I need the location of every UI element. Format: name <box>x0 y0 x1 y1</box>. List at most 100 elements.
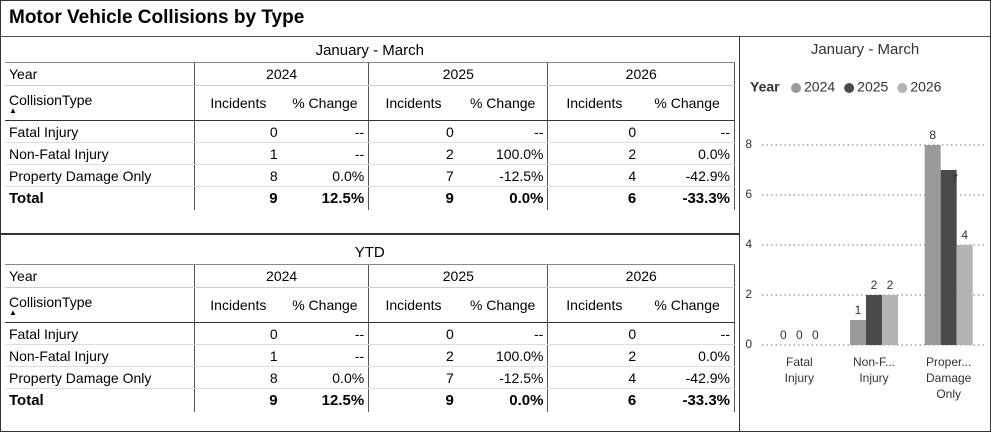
data-row: Non-Fatal Injury 1 -- 2 100.0% 2 0.0% <box>5 344 736 367</box>
total-cell: 0.0% <box>457 388 549 412</box>
type-header: CollisionType ▲ <box>5 287 196 323</box>
type-header-text: CollisionType <box>9 92 93 108</box>
year-label: 2025 <box>368 264 549 288</box>
bar <box>866 295 882 345</box>
measure-header: % Change <box>640 287 736 323</box>
chart-panel: January - March Year 2024 2025 2026 0 2 4 6 8 Fata… <box>739 36 990 431</box>
data-table: YTD Year 2024 2025 2026 CollisionType ▲ Inciden… <box>5 240 736 412</box>
cell: 7 <box>368 366 458 389</box>
bar <box>940 170 957 345</box>
total-label: Total <box>5 388 196 412</box>
cell: -- <box>281 142 370 165</box>
cell: 7 <box>368 164 458 187</box>
year-label: 2024 <box>194 264 370 288</box>
cell: 0.0% <box>640 344 736 367</box>
total-cell: -33.3% <box>640 388 736 412</box>
total-cell: 12.5% <box>281 186 370 210</box>
row-label: Non-Fatal Injury <box>5 344 196 367</box>
total-cell: 9 <box>194 388 282 412</box>
cell: 0.0% <box>281 366 370 389</box>
year-label: 2026 <box>547 62 735 86</box>
year-label: 2026 <box>547 264 735 288</box>
total-label: Total <box>5 186 196 210</box>
total-cell: -33.3% <box>640 186 736 210</box>
legend-title: Year <box>750 79 780 95</box>
y-tick-label: 2 <box>745 287 752 301</box>
data-label: 0 <box>780 328 787 342</box>
cell: 0 <box>547 120 641 143</box>
table-caption: January - March <box>5 38 735 63</box>
x-tick-label: Fatal Injury <box>785 355 814 385</box>
measure-header: Incidents <box>368 85 458 121</box>
measure-header: Incidents <box>194 85 282 121</box>
measure-header: % Change <box>457 85 549 121</box>
measure-header: % Change <box>640 85 736 121</box>
cell: 0 <box>547 322 641 345</box>
cell: 2 <box>368 344 458 367</box>
table-caption: YTD <box>5 240 735 265</box>
cell: 2 <box>547 344 641 367</box>
y-tick-label: 0 <box>745 337 752 351</box>
legend-label: 2024 <box>804 79 835 95</box>
y-tick-label: 6 <box>745 187 752 201</box>
data-row: Property Damage Only 8 0.0% 7 -12.5% 4 -42.9% <box>5 366 736 389</box>
total-cell: 6 <box>547 388 641 412</box>
row-label: Fatal Injury <box>5 120 196 143</box>
cell: 1 <box>194 142 282 165</box>
total-cell: 6 <box>547 186 641 210</box>
data-label: 7 <box>951 172 958 186</box>
x-tick-label: Non-F... Injury <box>853 355 895 385</box>
cell: 0 <box>194 322 282 345</box>
row-label: Non-Fatal Injury <box>5 142 196 165</box>
legend-swatch <box>844 83 855 93</box>
total-row: Total 9 12.5% 9 0.0% 6 -33.3% <box>5 186 736 210</box>
header-row: CollisionType ▲ Incidents% Change Incidents… <box>5 287 736 323</box>
cell: 2 <box>547 142 641 165</box>
data-row: Fatal Injury 0 -- 0 -- 0 -- <box>5 120 736 143</box>
title-bar <box>1 1 990 37</box>
year-header: Year <box>5 264 196 288</box>
data-label: 4 <box>961 228 968 242</box>
total-cell: 0.0% <box>457 186 549 210</box>
measure-header: Incidents <box>547 85 641 121</box>
sort-arrow: ▲ <box>9 106 17 115</box>
measure-header: Incidents <box>547 287 641 323</box>
cell: -42.9% <box>640 164 736 187</box>
cell: 1 <box>194 344 282 367</box>
cell: -- <box>281 120 370 143</box>
cell: -- <box>457 322 549 345</box>
measure-header: Incidents <box>368 287 458 323</box>
cell: 100.0% <box>457 142 549 165</box>
bar <box>924 145 941 345</box>
measure-header: % Change <box>457 287 549 323</box>
bar <box>882 295 898 345</box>
year-row: Year 2024 2025 2026 <box>5 62 735 86</box>
caption-row: January - March <box>5 38 735 63</box>
cell: 8 <box>194 164 282 187</box>
bar <box>850 320 866 345</box>
row-label: Property Damage Only <box>5 366 196 389</box>
cell: -- <box>640 120 736 143</box>
year-label: 2025 <box>368 62 549 86</box>
year-label: 2024 <box>194 62 370 86</box>
legend-label: 2026 <box>910 79 941 95</box>
cell: -12.5% <box>457 164 549 187</box>
data-label: 2 <box>871 278 878 292</box>
total-cell: 9 <box>368 388 458 412</box>
cell: -- <box>457 120 549 143</box>
measure-header: % Change <box>281 85 370 121</box>
data-label: 0 <box>812 328 819 342</box>
total-cell: 9 <box>368 186 458 210</box>
total-cell: 12.5% <box>281 388 370 412</box>
total-cell: 9 <box>194 186 282 210</box>
data-label: 2 <box>887 278 894 292</box>
measure-header: % Change <box>281 287 370 323</box>
data-row: Fatal Injury 0 -- 0 -- 0 -- <box>5 322 736 345</box>
year-header: Year <box>5 62 196 86</box>
cell: 4 <box>547 164 641 187</box>
cell: 4 <box>547 366 641 389</box>
header-row: CollisionType ▲ Incidents% Change Incidents… <box>5 85 736 121</box>
sort-arrow: ▲ <box>9 308 17 317</box>
cell: 100.0% <box>457 344 549 367</box>
